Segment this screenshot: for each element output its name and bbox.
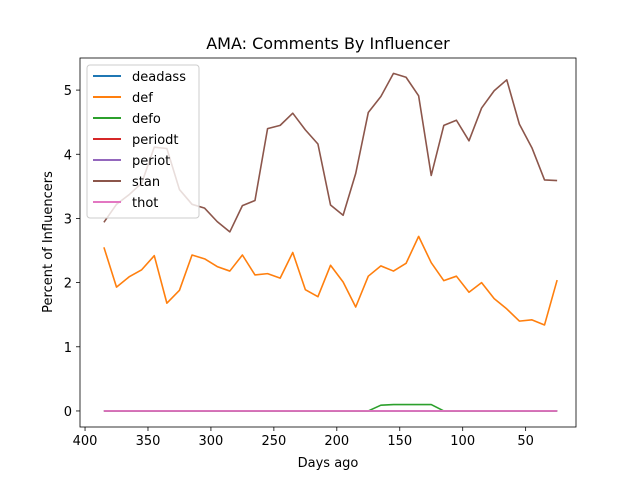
legend: deadass def defo periodt periot stan thot [86, 64, 200, 219]
plot-area [103, 72, 558, 412]
series-line-def [103, 235, 558, 326]
x-tick-label: 200 [324, 434, 349, 449]
y-axis: 0 1 2 3 4 5 [64, 84, 80, 420]
legend-label-thot: thot [132, 196, 158, 211]
x-axis-label: Days ago [298, 456, 359, 471]
x-tick-label: 100 [450, 434, 475, 449]
axes-frame [79, 57, 577, 428]
x-tick-label: 300 [199, 434, 224, 449]
y-axis-label: Percent of Influencers [41, 171, 56, 313]
y-tick-label: 0 [64, 405, 72, 420]
legend-label-periodt: periodt [132, 133, 179, 148]
x-tick-label: 400 [73, 434, 98, 449]
y-tick-label: 4 [64, 148, 72, 163]
chart-title: AMA: Comments By Influencer [206, 34, 450, 53]
y-tick-label: 1 [64, 341, 72, 356]
legend-box [86, 64, 200, 219]
legend-label-defo: defo [132, 112, 161, 127]
legend-label-stan: stan [132, 175, 160, 190]
legend-label-periot: periot [132, 154, 170, 169]
x-tick-label: 350 [136, 434, 161, 449]
legend-label-deadass: deadass [132, 70, 186, 85]
x-tick-label: 250 [261, 434, 286, 449]
x-axis: 400 350 300 250 200 150 100 50 [73, 427, 534, 449]
legend-label-def: def [132, 91, 153, 106]
x-tick-label: 50 [517, 434, 534, 449]
y-tick-label: 5 [64, 84, 72, 99]
y-tick-label: 3 [64, 212, 72, 227]
x-tick-label: 150 [387, 434, 412, 449]
y-tick-label: 2 [64, 277, 72, 292]
